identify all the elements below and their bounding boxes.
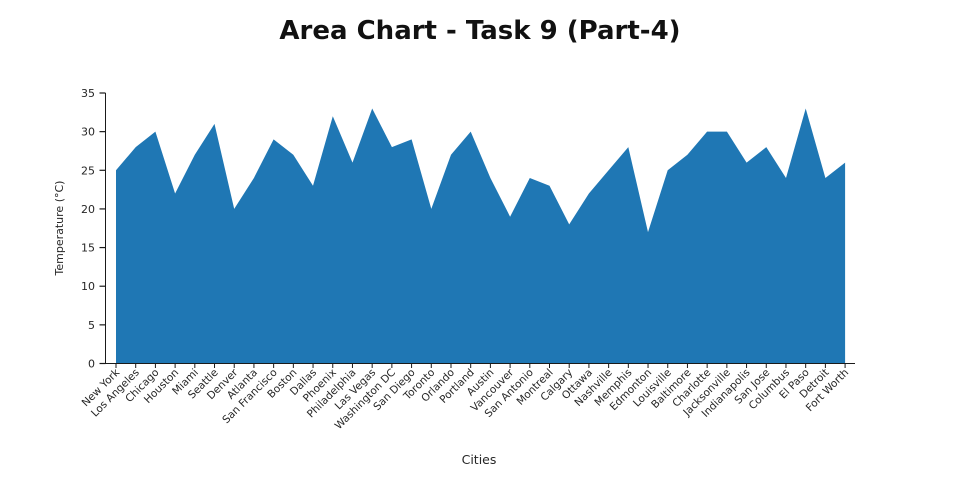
y-tick-label: 20 xyxy=(81,203,95,216)
y-axis-title: Temperature (°C) xyxy=(53,181,66,277)
y-tick-label: 30 xyxy=(81,126,95,139)
y-tick-label: 5 xyxy=(88,319,95,332)
y-tick-label: 10 xyxy=(81,280,95,293)
x-axis-title: Cities xyxy=(462,452,497,467)
chart-title: Area Chart - Task 9 (Part-4) xyxy=(279,16,681,46)
y-tick-label: 25 xyxy=(81,164,95,177)
y-axis-ticks: 0 5 10 15 20 25 30 35 xyxy=(81,87,106,371)
y-tick-label: 35 xyxy=(81,87,95,100)
area-series xyxy=(116,108,846,364)
y-tick-label: 15 xyxy=(81,242,95,255)
y-tick-label: 0 xyxy=(88,358,95,371)
